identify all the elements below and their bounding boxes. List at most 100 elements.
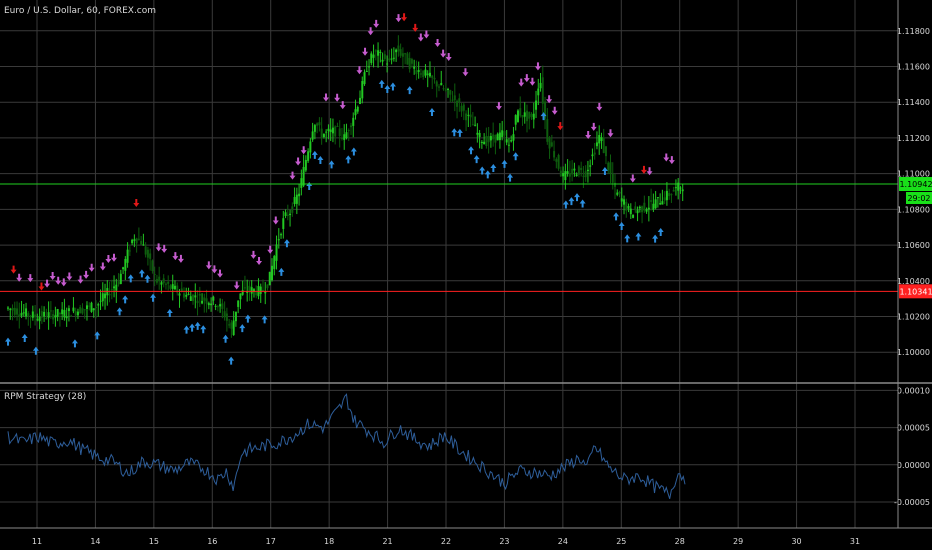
candle-body: [451, 99, 454, 101]
price-tick-label: 1.11200: [897, 134, 930, 143]
candle-body: [616, 192, 619, 195]
candle-body: [392, 57, 395, 59]
signal-arrows: [5, 13, 675, 365]
horizontal-lines: 1.10942 29:02 1.10341: [0, 177, 932, 299]
candle-body: [417, 70, 420, 72]
buy-arrow: [490, 163, 497, 172]
candle-body: [386, 63, 389, 65]
candle-body: [433, 77, 436, 80]
candle-body: [214, 305, 217, 307]
sell-arrow: [629, 174, 636, 183]
candle-body: [234, 311, 237, 322]
candle-body: [85, 305, 88, 309]
sell-arrow: [289, 171, 296, 180]
sell-arrow: [172, 252, 179, 261]
candle-body: [413, 66, 416, 69]
indicator-tick-label: 0.00010: [897, 386, 930, 395]
buy-arrow: [574, 193, 581, 202]
candle-body: [638, 206, 641, 209]
candle-body: [7, 307, 9, 309]
buy-arrow: [428, 108, 435, 117]
buy-arrow: [613, 212, 620, 221]
countdown-label: 29:02: [907, 194, 930, 203]
candle-body: [144, 246, 147, 255]
candle-body: [149, 253, 152, 259]
candle-body: [634, 206, 637, 211]
buy-arrow: [624, 234, 631, 243]
candle-body: [237, 300, 240, 307]
buy-arrow: [200, 325, 207, 334]
candle-body: [250, 287, 253, 294]
sell-arrow: [27, 274, 34, 283]
candle-body: [625, 201, 628, 211]
candle-body: [302, 166, 305, 186]
grid: [0, 0, 898, 528]
candle-body: [104, 293, 107, 299]
buy-arrow: [71, 339, 78, 348]
candle-body: [225, 313, 228, 321]
buy-arrow: [144, 274, 151, 283]
candle-body: [494, 134, 497, 143]
price-tick-label: 1.10400: [897, 277, 930, 286]
candle-body: [65, 316, 68, 319]
candle-body: [178, 293, 181, 296]
red-level-badge: [899, 284, 932, 299]
candle-body: [632, 214, 635, 218]
candle-body: [368, 66, 371, 68]
candle-body: [404, 53, 407, 55]
candle-body: [478, 132, 481, 137]
candle-body: [298, 193, 301, 197]
candle-body: [600, 137, 603, 141]
candle-body: [564, 171, 567, 181]
candle-body: [575, 174, 578, 177]
candle-body: [559, 170, 562, 177]
candle-body: [627, 205, 630, 209]
candle-body: [230, 322, 233, 329]
candle-body: [505, 139, 508, 143]
candle-body: [672, 190, 675, 192]
candle-body: [289, 213, 292, 216]
buy-arrow: [479, 166, 486, 175]
candle-body: [74, 311, 77, 316]
sell-arrow: [646, 167, 653, 176]
sell-arrow: [523, 74, 530, 83]
buy-arrow: [32, 346, 39, 355]
sell-arrow: [155, 243, 162, 252]
candle-body: [70, 315, 73, 317]
candle-body: [176, 285, 179, 293]
candle-body: [487, 136, 490, 143]
candle-body: [81, 308, 84, 314]
candle-body: [246, 291, 249, 293]
candle-body: [31, 311, 34, 318]
candle-body: [593, 152, 596, 155]
candle-body: [636, 210, 639, 214]
candle-body: [374, 50, 377, 52]
candle-body: [537, 88, 540, 96]
sell-arrow: [77, 275, 84, 284]
buy-arrow: [261, 315, 268, 324]
price-tick-label: 1.11000: [897, 170, 930, 179]
candle-body: [345, 132, 348, 139]
buy-arrow: [657, 228, 664, 237]
buy-arrow: [194, 321, 201, 330]
candle-body: [598, 135, 601, 144]
candle-body: [25, 308, 28, 317]
candle-body: [113, 286, 116, 289]
candle-body: [207, 303, 210, 306]
symbol-title: Euro / U.S. Dollar, 60, FOREX.com: [4, 6, 156, 16]
candle-body: [663, 197, 666, 201]
candle-body: [568, 173, 571, 177]
candle-body: [309, 141, 312, 153]
candle-body: [460, 105, 463, 112]
candle-body: [45, 318, 48, 320]
candle-body: [83, 309, 86, 311]
buy-arrow: [378, 79, 385, 88]
candle-body: [503, 131, 506, 136]
candle-body: [295, 194, 298, 204]
candle-body: [212, 296, 215, 301]
sell-arrow: [161, 244, 168, 253]
buy-arrow: [384, 85, 391, 94]
candle-body: [528, 111, 531, 119]
candle-body: [469, 114, 472, 118]
